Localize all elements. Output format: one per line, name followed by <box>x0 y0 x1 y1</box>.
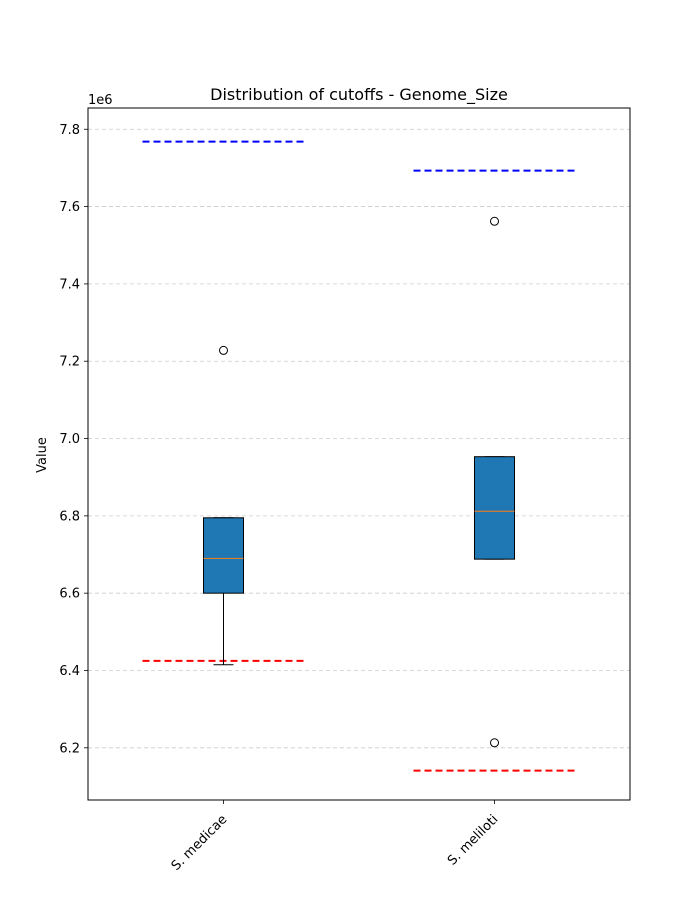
plot-frame <box>87 107 631 801</box>
y-tick-label: 7.2 <box>59 355 80 370</box>
outlier-point <box>490 216 499 226</box>
y-tick-label: 7.0 <box>59 432 80 447</box>
chart-title: Distribution of cutoffs - Genome_Size <box>210 85 508 105</box>
cutoff-lines <box>142 140 576 772</box>
x-tick-label: S. meliloti <box>445 812 501 868</box>
y-axis-scale-note: 1e6 <box>88 93 113 108</box>
y-tick-label: 6.6 <box>59 587 80 602</box>
outlier-point <box>219 345 228 355</box>
y-tick-label: 6.2 <box>59 741 80 756</box>
outlier-point <box>490 738 499 748</box>
y-tick-label: 6.8 <box>59 509 80 524</box>
y-tick-label: 7.4 <box>59 277 80 292</box>
y-axis-label: Value <box>35 437 50 473</box>
iqr-box <box>474 456 515 560</box>
y-tick-label: 6.4 <box>59 664 80 679</box>
y-tick-label: 7.6 <box>59 200 80 215</box>
iqr-box <box>203 517 244 594</box>
axes: 6.2 6.4 6.6 6.8 7.0 7.2 7.4 7.6 7.8 S. medicae S. … <box>59 107 631 874</box>
x-tick-label: S. medicae <box>169 812 231 874</box>
boxes <box>203 216 515 748</box>
y-tick-label: 7.8 <box>59 123 80 138</box>
gridlines <box>88 128 630 749</box>
